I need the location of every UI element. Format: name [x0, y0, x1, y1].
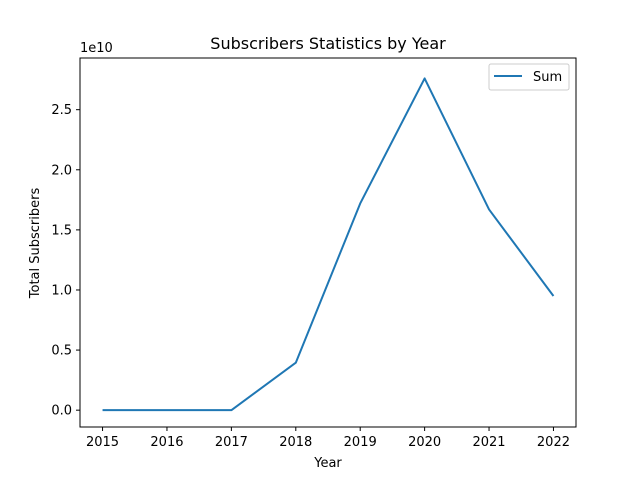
legend-box [488, 63, 570, 91]
x-axis-label: Year [313, 456, 342, 471]
x-tick-label: 2022 [537, 435, 570, 450]
y-tick-label: 1.5 [51, 223, 72, 238]
y-tick-label: 0.0 [51, 404, 72, 419]
y-tick-label: 1.0 [51, 283, 72, 298]
x-tick-label: 2015 [86, 435, 119, 450]
y-axis-offset-label: 1e10 [80, 41, 113, 56]
y-tick-label: 0.5 [51, 344, 72, 359]
legend-label-sum: Sum [533, 70, 562, 85]
legend: Sum [488, 63, 570, 91]
x-tick-label: 2019 [344, 435, 377, 450]
y-axis-ticks: 0.0 0.5 1.0 1.5 2.0 2.5 [51, 103, 80, 419]
plot-area: 2015 2016 2017 2018 2019 2020 2021 2022 0.0 0.5 1… [51, 57, 577, 450]
series-layer [102, 77, 555, 412]
y-tick-label: 2.0 [51, 163, 72, 178]
x-tick-label: 2020 [408, 435, 441, 450]
axes-frame [79, 57, 577, 428]
chart-title: Subscribers Statistics by Year [210, 34, 446, 53]
x-tick-label: 2021 [472, 435, 505, 450]
x-axis-ticks: 2015 2016 2017 2018 2019 2020 2021 2022 [86, 427, 570, 450]
x-tick-label: 2017 [215, 435, 248, 450]
y-tick-label: 2.5 [51, 103, 72, 118]
x-tick-label: 2018 [279, 435, 312, 450]
x-tick-label: 2016 [150, 435, 183, 450]
y-axis-label: Total Subscribers [28, 188, 43, 300]
series-line-sum [102, 77, 555, 412]
